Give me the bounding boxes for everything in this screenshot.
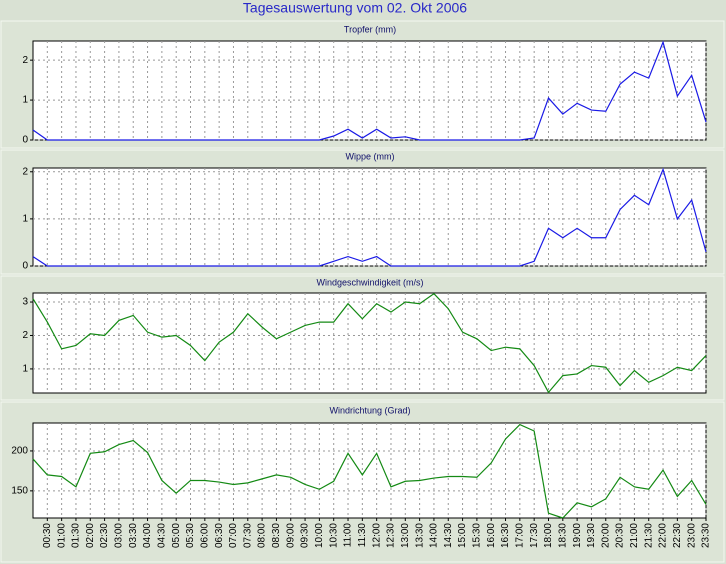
x-tick-label: 21:30 bbox=[643, 523, 654, 548]
x-tick-label: 16:00 bbox=[486, 523, 497, 548]
x-tick-label: 00:30 bbox=[42, 523, 53, 548]
plot-area bbox=[32, 40, 707, 141]
data-line bbox=[32, 167, 707, 267]
panel-title: Windgeschwindigkeit (m/s) bbox=[316, 277, 423, 287]
x-tick-label: 22:00 bbox=[658, 523, 669, 548]
x-tick-label: 02:00 bbox=[85, 523, 96, 548]
panel-title: Windrichtung (Grad) bbox=[329, 405, 410, 415]
data-line bbox=[32, 423, 707, 519]
x-tick-label: 01:00 bbox=[56, 523, 67, 548]
x-tick-label: 05:30 bbox=[185, 523, 196, 548]
x-tick-label: 01:30 bbox=[71, 523, 82, 548]
y-tick-label: 2 bbox=[22, 166, 28, 177]
x-tick-label: 03:00 bbox=[114, 523, 125, 548]
x-tick-label: 12:30 bbox=[386, 523, 397, 548]
x-tick-label: 19:00 bbox=[572, 523, 583, 548]
x-tick-label: 08:30 bbox=[271, 523, 282, 548]
x-tick-label: 15:30 bbox=[472, 523, 483, 548]
x-tick-label: 18:00 bbox=[543, 523, 554, 548]
y-tick-label: 150 bbox=[11, 485, 28, 496]
x-tick-label: 09:00 bbox=[285, 523, 296, 548]
panel-title: Wippe (mm) bbox=[346, 151, 395, 161]
x-tick-label: 16:30 bbox=[500, 523, 511, 548]
x-tick-label: 11:00 bbox=[343, 523, 354, 548]
x-tick-label: 17:30 bbox=[529, 523, 540, 548]
x-tick-label: 23:00 bbox=[686, 523, 697, 548]
x-tick-label: 04:30 bbox=[157, 523, 168, 548]
x-tick-label: 15:00 bbox=[457, 523, 468, 548]
x-tick-label: 20:00 bbox=[600, 523, 611, 548]
y-tick-label: 1 bbox=[22, 95, 28, 106]
x-tick-label: 18:30 bbox=[557, 523, 568, 548]
x-tick-label: 17:00 bbox=[514, 523, 525, 548]
x-tick-label: 14:30 bbox=[443, 523, 454, 548]
x-tick-label: 14:00 bbox=[429, 523, 440, 548]
x-tick-label: 10:00 bbox=[314, 523, 325, 548]
y-tick-label: 2 bbox=[22, 330, 28, 341]
plot-area bbox=[32, 422, 707, 519]
x-tick-label: 09:30 bbox=[300, 523, 311, 548]
x-tick-label: 10:30 bbox=[328, 523, 339, 548]
y-tick-label: 1 bbox=[22, 364, 28, 375]
x-tick-label: 22:30 bbox=[672, 523, 683, 548]
x-tick-label: 07:00 bbox=[228, 523, 239, 548]
x-tick-label: 02:30 bbox=[99, 523, 110, 548]
y-tick-label: 0 bbox=[22, 261, 28, 272]
x-tick-label: 06:00 bbox=[199, 523, 210, 548]
x-tick-label: 05:00 bbox=[171, 523, 182, 548]
x-tick-label: 07:30 bbox=[242, 523, 253, 548]
y-tick-label: 0 bbox=[22, 135, 28, 146]
plot-area bbox=[32, 167, 707, 267]
panel-title: Tropfer (mm) bbox=[344, 24, 396, 34]
x-tick-label: 04:00 bbox=[142, 523, 153, 548]
x-tick-label: 06:30 bbox=[214, 523, 225, 548]
y-tick-label: 200 bbox=[11, 446, 28, 457]
x-tick-label: 12:00 bbox=[371, 523, 382, 548]
data-line bbox=[32, 292, 707, 394]
y-tick-label: 3 bbox=[22, 297, 28, 308]
x-tick-label: 11:30 bbox=[357, 523, 368, 548]
x-tick-label: 08:00 bbox=[257, 523, 268, 548]
x-tick-label: 23:30 bbox=[701, 523, 712, 548]
plot-area bbox=[32, 292, 707, 394]
x-tick-label: 19:30 bbox=[586, 523, 597, 548]
x-tick-label: 13:00 bbox=[400, 523, 411, 548]
y-tick-label: 2 bbox=[22, 55, 28, 66]
data-line bbox=[32, 40, 707, 141]
x-tick-label: 13:30 bbox=[414, 523, 425, 548]
x-tick-label: 20:30 bbox=[615, 523, 626, 548]
x-tick-label: 21:00 bbox=[629, 523, 640, 548]
y-tick-label: 1 bbox=[22, 214, 28, 225]
page-title: Tagesauswertung vom 02. Okt 2006 bbox=[243, 0, 467, 16]
x-tick-label: 03:30 bbox=[128, 523, 139, 548]
